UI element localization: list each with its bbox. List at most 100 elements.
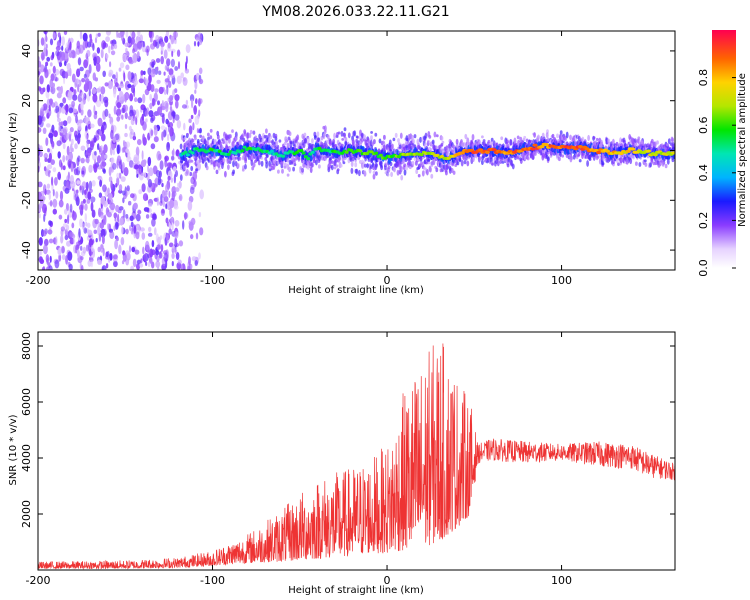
noise-cell bbox=[79, 185, 82, 191]
noise-cell bbox=[151, 213, 157, 220]
noise-cell bbox=[58, 121, 62, 127]
noise-cell bbox=[180, 72, 184, 79]
noise-cell bbox=[44, 157, 48, 162]
ridge-peak-cell bbox=[532, 143, 538, 147]
noise-cell bbox=[101, 235, 105, 245]
halo-cell bbox=[451, 163, 455, 167]
noise-cell bbox=[125, 228, 129, 235]
noise-cell bbox=[38, 213, 41, 219]
noise-cell bbox=[160, 45, 164, 54]
noise-cell bbox=[168, 68, 174, 76]
noise-cell bbox=[79, 31, 83, 40]
noise-cell bbox=[45, 254, 50, 263]
halo-cell bbox=[387, 167, 391, 173]
halo-cell bbox=[179, 143, 183, 150]
halo-cell bbox=[195, 168, 199, 172]
halo-cell bbox=[634, 138, 637, 143]
halo-cell bbox=[326, 134, 330, 140]
noise-cell bbox=[90, 201, 94, 212]
halo-cell bbox=[558, 156, 561, 162]
noise-cell bbox=[116, 116, 121, 122]
halo-cell bbox=[370, 135, 373, 141]
halo-cell bbox=[394, 132, 398, 138]
noise-cell bbox=[101, 121, 107, 131]
noise-cell bbox=[118, 206, 124, 211]
noise-cell bbox=[67, 251, 73, 261]
noise-cell bbox=[148, 31, 153, 39]
halo-cell bbox=[313, 131, 317, 137]
halo-cell bbox=[430, 161, 434, 167]
halo-cell bbox=[617, 162, 620, 166]
halo-cell bbox=[209, 155, 213, 159]
halo-cell bbox=[234, 136, 238, 141]
halo-cell bbox=[429, 166, 432, 173]
halo-cell bbox=[547, 156, 550, 162]
noise-cell bbox=[174, 114, 180, 121]
noise-cell bbox=[90, 259, 94, 268]
halo-cell bbox=[335, 164, 339, 168]
noise-cell bbox=[122, 209, 126, 219]
noise-cell bbox=[56, 112, 60, 119]
noise-cell bbox=[157, 100, 160, 106]
ridge-peak-cell bbox=[577, 145, 584, 149]
halo-cell bbox=[217, 167, 221, 171]
halo-cell bbox=[271, 143, 274, 149]
halo-cell bbox=[523, 135, 527, 139]
halo-cell bbox=[423, 135, 426, 141]
halo-cell bbox=[407, 161, 411, 168]
halo-cell bbox=[323, 132, 327, 137]
noise-cell bbox=[142, 93, 146, 104]
noise-cell bbox=[68, 163, 72, 169]
halo-cell bbox=[640, 140, 644, 145]
noise-cell bbox=[108, 113, 111, 119]
noise-cell bbox=[135, 213, 141, 222]
noise-cell bbox=[86, 140, 89, 149]
halo-cell bbox=[451, 150, 454, 153]
noise-cell bbox=[71, 100, 76, 108]
noise-cell bbox=[46, 183, 51, 189]
ridge-peak-cell bbox=[378, 153, 383, 157]
noise-cell bbox=[67, 115, 72, 124]
noise-cell bbox=[99, 130, 102, 137]
noise-cell bbox=[130, 265, 134, 270]
spectrogram-ytick-label: -40 bbox=[20, 241, 33, 259]
noise-cell bbox=[94, 151, 97, 156]
noise-cell bbox=[79, 66, 84, 72]
noise-cell bbox=[68, 107, 74, 114]
halo-cell bbox=[572, 136, 576, 142]
noise-cell bbox=[168, 242, 174, 248]
noise-cell bbox=[86, 150, 92, 157]
noise-cell bbox=[135, 231, 140, 240]
noise-cell bbox=[139, 263, 144, 268]
halo-cell bbox=[341, 143, 344, 148]
noise-cell bbox=[114, 239, 118, 250]
halo-cell bbox=[353, 130, 357, 137]
noise-cell bbox=[161, 208, 165, 214]
halo-cell bbox=[481, 159, 484, 166]
halo-cell bbox=[656, 140, 659, 145]
halo-cell bbox=[221, 162, 224, 170]
halo-cell bbox=[490, 141, 493, 146]
halo-cell bbox=[430, 173, 434, 179]
halo-cell bbox=[519, 157, 522, 162]
noise-cell bbox=[181, 104, 188, 109]
halo-cell bbox=[337, 131, 341, 135]
noise-cell bbox=[106, 211, 112, 218]
spectrogram-xlabel: Height of straight line (km) bbox=[288, 285, 424, 296]
noise-cell bbox=[146, 172, 150, 181]
noise-cell bbox=[128, 200, 132, 206]
noise-cell bbox=[65, 42, 69, 50]
figure-title: YM08.2026.033.22.11.G21 bbox=[261, 4, 449, 20]
noise-cell bbox=[130, 227, 134, 235]
noise-cell bbox=[133, 131, 136, 141]
noise-cell bbox=[112, 254, 118, 260]
noise-cell bbox=[79, 218, 83, 228]
halo-cell bbox=[460, 159, 464, 167]
noise-cell bbox=[137, 209, 142, 215]
noise-cell bbox=[185, 99, 189, 106]
halo-cell bbox=[311, 138, 314, 144]
halo-cell bbox=[303, 132, 307, 137]
noise-cell bbox=[88, 89, 91, 97]
noise-cell bbox=[178, 180, 182, 189]
noise-cell bbox=[160, 125, 166, 130]
